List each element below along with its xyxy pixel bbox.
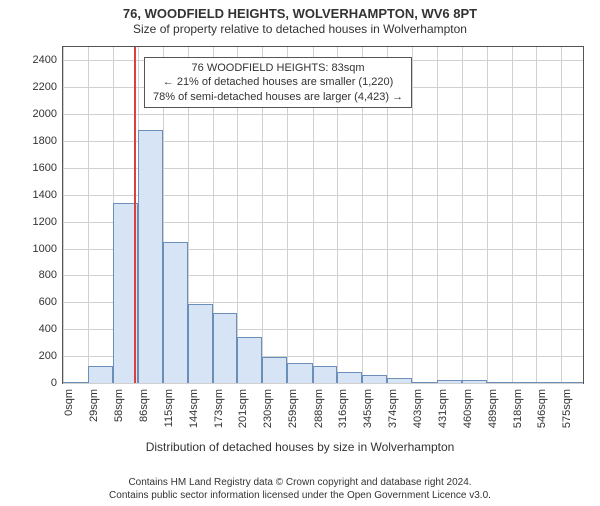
gridline-v [63,47,64,383]
ytick-label: 2400 [33,54,57,66]
xtick-label: 201sqm [237,389,249,428]
footer-line-2: Contains public sector information licen… [0,490,600,503]
ytick-label: 800 [39,269,57,281]
histogram-bar [462,380,487,383]
histogram-bar [387,378,412,383]
footer: Contains HM Land Registry data © Crown c… [0,477,600,502]
xtick-label: 431sqm [437,389,449,428]
gridline-h [63,114,583,115]
xtick-label: 144sqm [188,389,200,428]
xtick-label: 345sqm [362,389,374,428]
ytick-label: 600 [39,296,57,308]
ytick-label: 1200 [33,216,57,228]
gridline-v [512,47,513,383]
ytick-label: 0 [51,377,57,389]
ytick-label: 400 [39,323,57,335]
histogram-bar [362,375,387,383]
histogram-bar [412,382,436,383]
xtick-label: 173sqm [213,389,225,428]
histogram-bar [213,313,237,383]
ytick-label: 1600 [33,162,57,174]
title-main: 76, WOODFIELD HEIGHTS, WOLVERHAMPTON, WV… [0,6,600,21]
xtick-label: 374sqm [387,389,399,428]
ytick-label: 200 [39,350,57,362]
histogram-bar [313,366,337,383]
gridline-v [536,47,537,383]
ytick-label: 2200 [33,81,57,93]
xtick-label: 115sqm [163,389,175,427]
annotation-line: 76 WOODFIELD HEIGHTS: 83sqm [153,61,403,75]
title-sub: Size of property relative to detached ho… [0,22,600,36]
xtick-label: 0sqm [63,389,75,416]
xtick-label: 575sqm [561,389,573,428]
xtick-label: 489sqm [487,389,499,428]
gridline-v [412,47,413,383]
gridline-v [487,47,488,383]
xtick-label: 460sqm [462,389,474,428]
ytick-label: 2000 [33,108,57,120]
gridline-v [437,47,438,383]
x-axis-label: Distribution of detached houses by size … [0,440,600,454]
gridline-v [462,47,463,383]
ytick-label: 1800 [33,135,57,147]
property-marker-line [134,47,136,383]
ytick-label: 1400 [33,189,57,201]
histogram-bar [237,337,262,383]
histogram-bar [337,372,362,383]
annotation-line: 78% of semi-detached houses are larger (… [153,90,403,104]
xtick-label: 230sqm [262,389,274,428]
annotation-line: ← 21% of detached houses are smaller (1,… [153,75,403,89]
histogram-bar [487,382,512,383]
xtick-label: 86sqm [138,389,150,422]
histogram-bar [163,242,188,383]
annotation-box: 76 WOODFIELD HEIGHTS: 83sqm← 21% of deta… [144,57,412,108]
histogram-bar [437,380,462,383]
footer-line-1: Contains HM Land Registry data © Crown c… [0,477,600,490]
gridline-v [561,47,562,383]
xtick-label: 316sqm [337,389,349,428]
chart-container: Number of detached properties 0200400600… [0,40,600,438]
plot-area: 0200400600800100012001400160018002000220… [62,46,584,384]
xtick-label: 518sqm [512,389,524,428]
xtick-label: 288sqm [313,389,325,428]
ytick-label: 1000 [33,243,57,255]
histogram-bar [63,382,88,383]
histogram-bar [561,382,583,383]
gridline-h [63,383,583,384]
histogram-bar [88,366,113,383]
histogram-bar [188,304,213,383]
xtick-label: 29sqm [88,389,100,422]
xtick-label: 403sqm [412,389,424,428]
histogram-bar [287,363,312,383]
histogram-bar [536,382,561,383]
histogram-bar [512,382,536,383]
xtick-label: 546sqm [536,389,548,428]
xtick-label: 259sqm [287,389,299,428]
gridline-v [88,47,89,383]
histogram-bar [138,130,163,383]
histogram-bar [262,357,287,383]
xtick-label: 58sqm [113,389,125,422]
